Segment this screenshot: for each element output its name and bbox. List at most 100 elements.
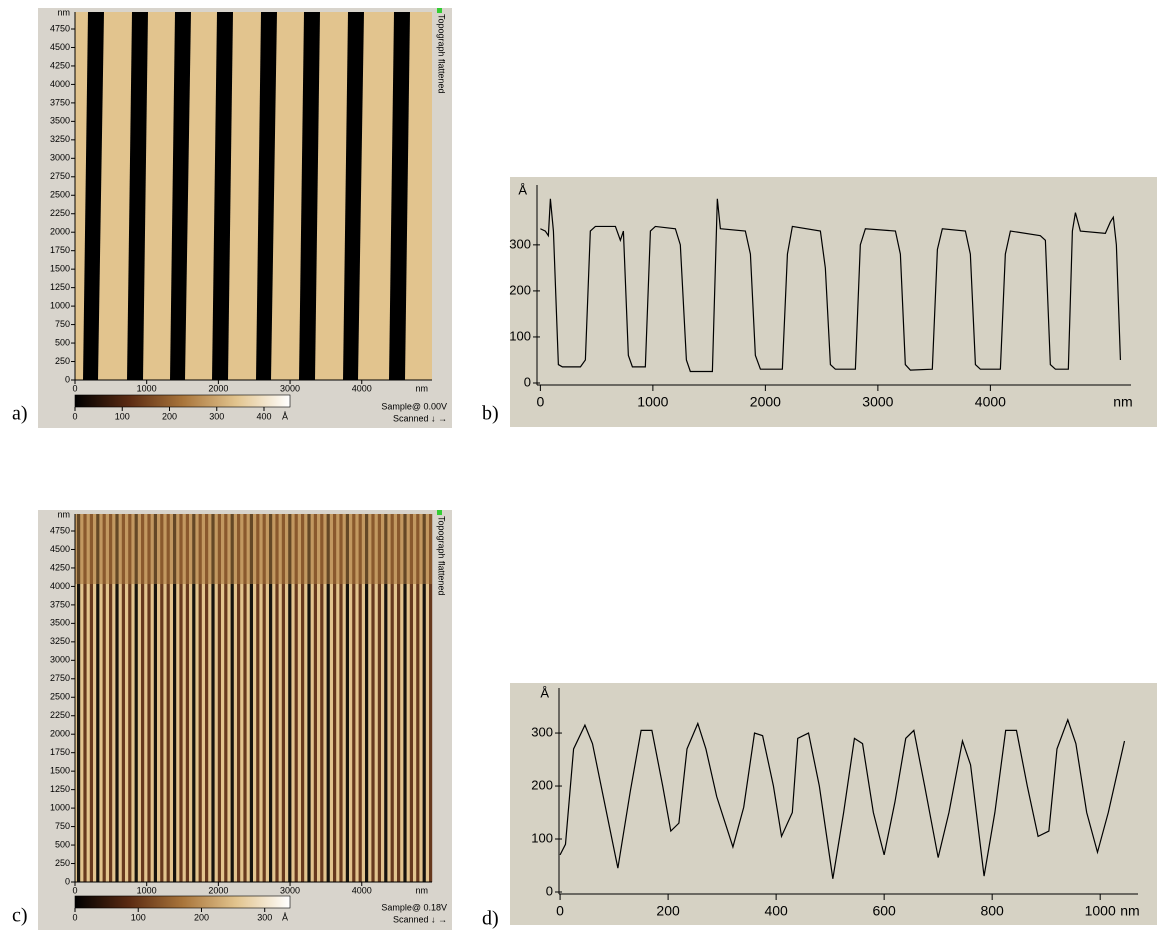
x-tick-label: 4000 xyxy=(975,394,1006,410)
colorbar-tick-label: 300 xyxy=(209,411,224,421)
x-unit: nm xyxy=(415,885,428,895)
panel-label: c) xyxy=(12,905,28,927)
colorbar-tick-label: 100 xyxy=(131,912,146,922)
stripe xyxy=(83,12,104,380)
y-tick-label: 250 xyxy=(55,858,70,868)
stripe xyxy=(307,514,311,882)
y-tick-label: 1750 xyxy=(50,245,70,255)
stripe xyxy=(301,514,305,882)
stripe xyxy=(326,514,330,882)
x-tick-label: 2000 xyxy=(750,394,781,410)
stripe xyxy=(243,514,247,882)
y-tick-label: 2250 xyxy=(50,208,70,218)
stripe xyxy=(134,514,138,882)
y-tick-label: 200 xyxy=(509,282,531,297)
stripe xyxy=(275,514,279,882)
colorbar-unit: Å xyxy=(282,411,288,421)
stripe xyxy=(320,514,324,882)
stripe xyxy=(294,514,298,882)
colorbar-tick-label: 300 xyxy=(257,912,272,922)
x-tick-label: 4000 xyxy=(352,383,372,393)
y-tick-label: 2250 xyxy=(50,710,70,720)
y-tick-label: 3000 xyxy=(50,655,70,665)
y-tick-label: 0 xyxy=(65,374,70,384)
x-tick-label: 2000 xyxy=(208,885,228,895)
stripe xyxy=(224,514,228,882)
y-unit: Å xyxy=(518,182,527,197)
stripe xyxy=(160,514,164,882)
y-tick-label: 2500 xyxy=(50,692,70,702)
stripe xyxy=(237,514,241,882)
x-tick-label: 0 xyxy=(536,394,544,410)
stripe xyxy=(249,514,253,882)
indicator xyxy=(437,510,442,515)
panel-label: a) xyxy=(12,403,28,425)
y-tick-label: 300 xyxy=(509,236,531,251)
stripe xyxy=(121,514,125,882)
y-tick-label: 3500 xyxy=(50,116,70,126)
x-tick-label: 400 xyxy=(764,903,788,919)
y-unit: nm xyxy=(57,7,70,17)
colorbar-tick-label: 200 xyxy=(194,912,209,922)
x-tick-label: 800 xyxy=(980,903,1004,919)
stripe xyxy=(299,12,320,380)
y-tick-label: 4750 xyxy=(50,23,70,33)
colorbar-tick-label: 100 xyxy=(115,411,130,421)
y-tick-label: 250 xyxy=(55,356,70,366)
footer-text: Sample@ 0.00V xyxy=(381,401,447,411)
stripe xyxy=(422,514,426,882)
y-tick-label: 3750 xyxy=(50,599,70,609)
stripe-overlay xyxy=(75,514,432,584)
colorbar-tick-label: 0 xyxy=(72,411,77,421)
y-tick-label: 500 xyxy=(55,337,70,347)
footer-text: Scanned ↓ → xyxy=(393,413,447,423)
y-tick-label: 4500 xyxy=(50,42,70,52)
y-tick-label: 1000 xyxy=(50,802,70,812)
y-tick-label: 2000 xyxy=(50,729,70,739)
stripe xyxy=(83,514,87,882)
y-tick-label: 0 xyxy=(546,883,553,898)
y-tick-label: 1250 xyxy=(50,784,70,794)
x-tick-label: 0 xyxy=(72,885,77,895)
stripe xyxy=(384,514,388,882)
y-tick-label: 4000 xyxy=(50,79,70,89)
y-tick-label: 2000 xyxy=(50,227,70,237)
y-tick-label: 1750 xyxy=(50,747,70,757)
y-tick-label: 100 xyxy=(531,830,553,845)
stripe xyxy=(377,514,381,882)
profile-line xyxy=(540,198,1122,373)
side-label: Topograph flattened xyxy=(437,516,447,596)
panel-background xyxy=(510,177,1157,427)
y-tick-label: 200 xyxy=(531,777,553,792)
stripe xyxy=(102,514,106,882)
footer-text: Sample@ 0.18V xyxy=(381,902,447,912)
y-tick-label: 0 xyxy=(65,876,70,886)
stripe xyxy=(352,514,356,882)
x-tick-label: 4000 xyxy=(352,885,372,895)
stripe xyxy=(198,514,202,882)
x-tick-label: 600 xyxy=(872,903,896,919)
stripe xyxy=(269,514,273,882)
indicator xyxy=(437,8,442,13)
y-tick-label: 1250 xyxy=(50,282,70,292)
y-tick-label: 4750 xyxy=(50,525,70,535)
stripe xyxy=(109,514,113,882)
stripe xyxy=(262,514,266,882)
stripe xyxy=(127,12,148,380)
colorbar-tick-label: 400 xyxy=(256,411,271,421)
colorbar-tick-label: 200 xyxy=(162,411,177,421)
x-tick-label: 1000 xyxy=(137,383,157,393)
x-tick-label: 0 xyxy=(72,383,77,393)
colorbar xyxy=(74,394,291,408)
x-tick-label: 200 xyxy=(656,903,680,919)
stripe xyxy=(170,12,191,380)
y-tick-label: 4000 xyxy=(50,581,70,591)
stripe xyxy=(153,514,157,882)
stripe xyxy=(192,514,196,882)
y-tick-label: 1500 xyxy=(50,264,70,274)
stripe xyxy=(409,514,413,882)
y-tick-label: 3000 xyxy=(50,153,70,163)
stripe xyxy=(343,12,364,380)
stripe xyxy=(429,514,433,882)
panel-background xyxy=(510,683,1157,925)
